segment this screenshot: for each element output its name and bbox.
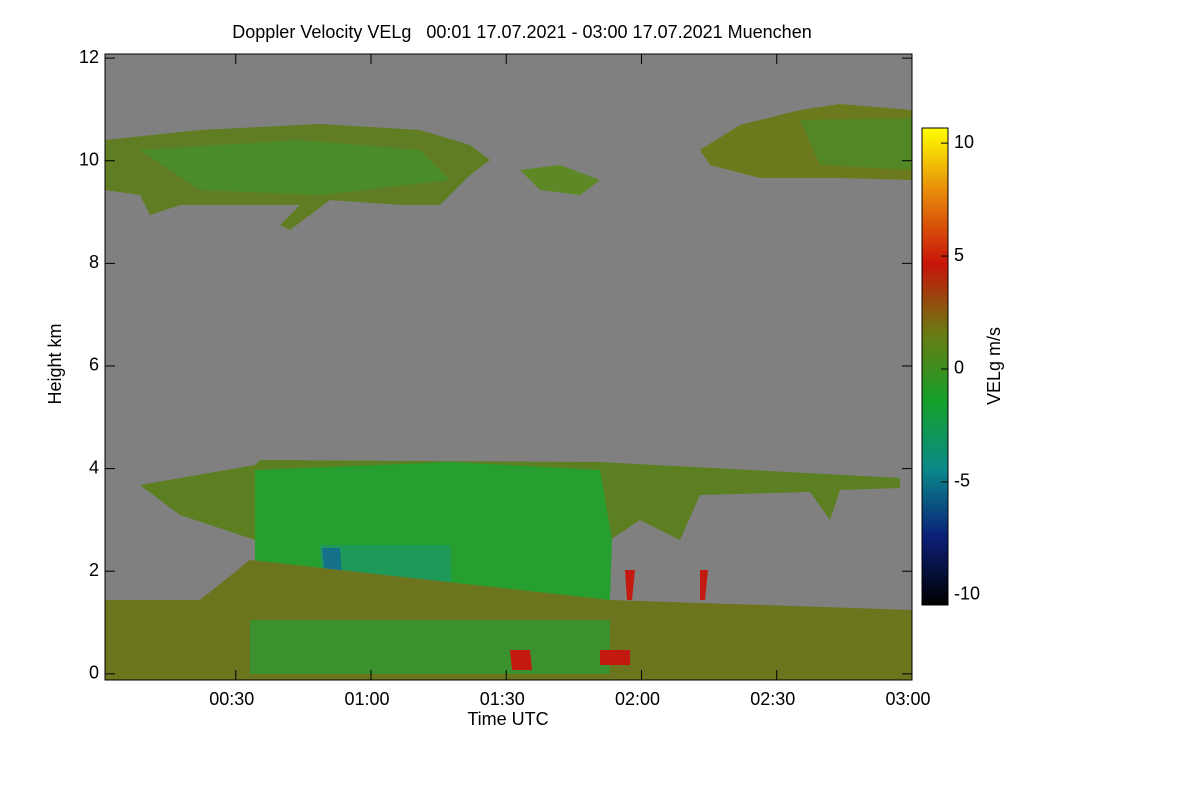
colorbar-label: VELg m/s <box>984 327 1004 405</box>
y-tick-label: 8 <box>89 252 99 272</box>
cloud-upper-right-core <box>800 118 912 170</box>
y-tick-label: 2 <box>89 560 99 580</box>
y-tick-label: 0 <box>89 663 99 683</box>
y-axis-label: Height km <box>45 323 65 404</box>
y-tick-label: 10 <box>79 149 99 169</box>
plot-frame <box>104 53 913 681</box>
x-axis-label: Time UTC <box>467 709 548 729</box>
boundary-layer-spots <box>510 570 708 670</box>
echo-field <box>105 104 912 680</box>
colorbar-tick-label: 10 <box>954 132 974 152</box>
y-tick-label: 6 <box>89 355 99 375</box>
cloud-upper-core <box>140 140 450 195</box>
colorbar-tick-label: -10 <box>954 584 980 604</box>
colorbar-tick-label: -5 <box>954 471 970 491</box>
cloud-upper-patch <box>520 165 600 195</box>
x-tick-label: 00:30 <box>209 689 254 709</box>
x-tick-label: 02:00 <box>615 689 660 709</box>
colorbar-tick-label: 5 <box>954 245 964 265</box>
chart-title: Doppler Velocity VELg 00:01 17.07.2021 -… <box>232 22 811 42</box>
x-tick-label: 03:00 <box>885 689 930 709</box>
y-tick-label: 12 <box>79 47 99 67</box>
boundary-layer-core <box>250 620 610 674</box>
colorbar <box>921 127 949 606</box>
x-tick-label: 02:30 <box>750 689 795 709</box>
x-tick-label: 01:30 <box>480 689 525 709</box>
x-tick-label: 01:00 <box>344 689 389 709</box>
colorbar-tick-label: 0 <box>954 358 964 378</box>
y-tick-label: 4 <box>89 457 99 477</box>
